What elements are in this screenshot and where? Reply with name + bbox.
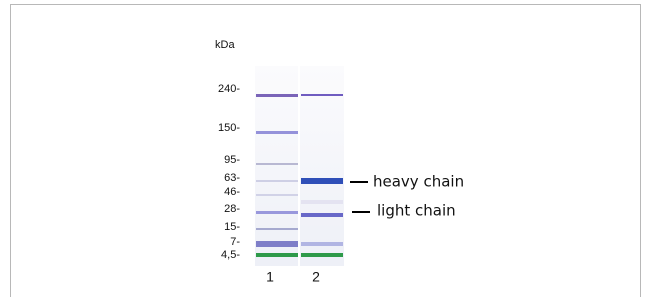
band — [256, 241, 298, 247]
band — [301, 253, 343, 257]
band — [256, 163, 298, 165]
marker-label: 15- — [224, 221, 240, 233]
band — [301, 200, 343, 204]
band — [256, 180, 298, 182]
marker-label: 63- — [224, 172, 240, 184]
band — [301, 178, 343, 184]
marker-label: 7- — [230, 236, 240, 248]
band — [256, 194, 298, 196]
band — [256, 228, 298, 230]
marker-label: 95- — [224, 154, 240, 166]
marker-label: 4,5- — [221, 249, 240, 261]
marker-label: 150- — [218, 122, 240, 134]
lane-label: 1 — [266, 269, 274, 285]
band — [256, 211, 298, 214]
band — [301, 94, 343, 96]
lane-label: 2 — [312, 269, 320, 285]
marker-labels: 240- 150- 95- 63- 46- 28- 15- 7-4,5- — [218, 83, 240, 261]
marker-label: 28- — [224, 203, 240, 215]
marker-label: 46- — [224, 186, 240, 198]
band — [301, 242, 343, 246]
figure: kDa 240- 150- 95- 63- 46- 28- 15- 7-4,5- heavy … — [0, 0, 646, 297]
unit-label: kDa — [215, 39, 235, 51]
band — [256, 94, 298, 97]
band — [256, 253, 298, 257]
band — [301, 213, 343, 217]
marker-label: 240- — [218, 83, 240, 95]
annotation: light chain — [377, 202, 456, 220]
band — [256, 131, 298, 134]
page: kDa 240- 150- 95- 63- 46- 28- 15- 7-4,5- heavy … — [0, 0, 646, 297]
annotation: heavy chain — [373, 173, 464, 191]
